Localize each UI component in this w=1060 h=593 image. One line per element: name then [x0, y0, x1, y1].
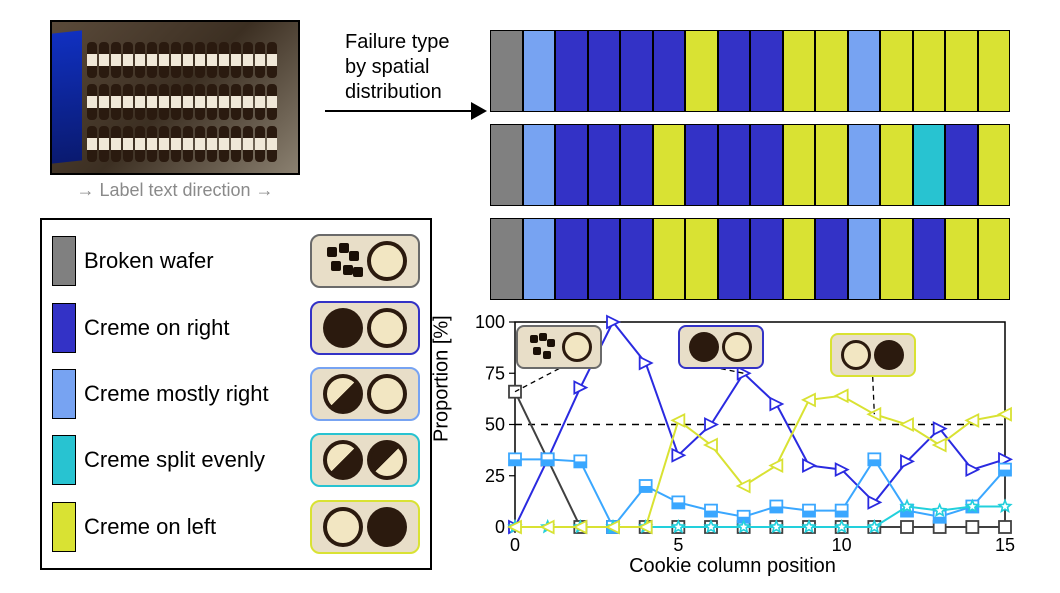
- legend-label: Creme on left: [84, 514, 302, 540]
- heatmap-cell: [685, 124, 718, 206]
- heatmap-cell: [848, 218, 881, 300]
- legend-label: Creme split evenly: [84, 447, 302, 473]
- svg-text:5: 5: [673, 535, 683, 555]
- heatmap-cell: [523, 124, 556, 206]
- legend-swatch: [52, 236, 76, 286]
- heatmap-row: [490, 124, 1010, 206]
- legend-item: Creme on right: [52, 301, 420, 355]
- arrow-label-line2: by spatial: [345, 55, 450, 80]
- svg-text:10: 10: [832, 535, 852, 555]
- svg-text:25: 25: [485, 466, 505, 486]
- heatmap-cell: [750, 124, 783, 206]
- heatmap-cell: [718, 30, 751, 112]
- svg-text:0: 0: [510, 535, 520, 555]
- heatmap-cell: [718, 218, 751, 300]
- arrow-icon: [325, 110, 485, 112]
- heatmap-cell: [913, 124, 946, 206]
- chart-inset-thumb: [830, 333, 916, 377]
- heatmap-cell: [978, 30, 1011, 112]
- legend-thumb: [310, 234, 420, 288]
- heatmap-cell: [555, 218, 588, 300]
- heatmap-cell: [945, 124, 978, 206]
- heatmap-cell: [815, 30, 848, 112]
- legend-item: Broken wafer: [52, 234, 420, 288]
- heatmap-cell: [490, 218, 523, 300]
- heatmap-cell: [978, 124, 1011, 206]
- heatmap-cell: [783, 218, 816, 300]
- legend-swatch: [52, 502, 76, 552]
- svg-text:100: 100: [475, 312, 505, 332]
- heatmap-cell: [523, 218, 556, 300]
- heatmap-cell: [588, 30, 621, 112]
- y-axis-label: Proportion [%]: [431, 315, 454, 442]
- heatmap-row: [490, 30, 1010, 112]
- heatmap-cell: [880, 124, 913, 206]
- legend-label: Creme on right: [84, 315, 302, 341]
- heatmap-cell: [913, 218, 946, 300]
- heatmap-cell: [685, 30, 718, 112]
- chart-inset-thumb: [516, 325, 602, 369]
- legend-swatch: [52, 369, 76, 419]
- legend-swatch: [52, 435, 76, 485]
- heatmap-cell: [880, 30, 913, 112]
- heatmap-cell: [978, 218, 1011, 300]
- heatmap-cell: [490, 30, 523, 112]
- proportion-line-chart: Proportion [%] 0255075100051015 Cookie c…: [450, 312, 1015, 572]
- heatmap-cell: [555, 124, 588, 206]
- heatmap-cell: [783, 124, 816, 206]
- legend-item: Creme mostly right: [52, 367, 420, 421]
- legend-label: Creme mostly right: [84, 381, 302, 407]
- heatmap-cell: [945, 30, 978, 112]
- heatmap-cell: [620, 30, 653, 112]
- svg-text:15: 15: [995, 535, 1015, 555]
- legend-swatch: [52, 303, 76, 353]
- heatmap-cell: [620, 124, 653, 206]
- heatmap-cell: [620, 218, 653, 300]
- heatmap-cell: [588, 218, 621, 300]
- svg-text:50: 50: [485, 415, 505, 435]
- heatmap-cell: [783, 30, 816, 112]
- label-direction-caption: → Label text direction →: [50, 180, 300, 201]
- legend-thumb: [310, 500, 420, 554]
- chart-inset-thumb: [678, 325, 764, 369]
- heatmap-row: [490, 218, 1010, 300]
- heatmap-cell: [815, 218, 848, 300]
- arrow-label: Failure type by spatial distribution: [345, 30, 450, 105]
- legend-thumb: [310, 367, 420, 421]
- heatmap-cell: [588, 124, 621, 206]
- heatmap-cell: [653, 30, 686, 112]
- heatmap-cell: [848, 30, 881, 112]
- heatmap-cell: [913, 30, 946, 112]
- legend-item: Creme split evenly: [52, 433, 420, 487]
- heatmap-cell: [815, 124, 848, 206]
- heatmap-cell: [750, 30, 783, 112]
- heatmap-cell: [523, 30, 556, 112]
- heatmap-cell: [848, 124, 881, 206]
- svg-text:0: 0: [495, 517, 505, 537]
- legend-thumb: [310, 433, 420, 487]
- failure-heatmap: [490, 30, 1010, 300]
- svg-text:75: 75: [485, 363, 505, 383]
- legend-item: Creme on left: [52, 500, 420, 554]
- arrow-label-line1: Failure type: [345, 30, 450, 55]
- heatmap-cell: [653, 218, 686, 300]
- legend-thumb: [310, 301, 420, 355]
- heatmap-cell: [653, 124, 686, 206]
- x-axis-label: Cookie column position: [629, 555, 836, 578]
- heatmap-cell: [945, 218, 978, 300]
- legend-box: Broken wafer Creme on right Creme mostly r…: [40, 218, 432, 570]
- arrow-label-line3: distribution: [345, 80, 450, 105]
- heatmap-cell: [685, 218, 718, 300]
- heatmap-cell: [718, 124, 751, 206]
- heatmap-cell: [750, 218, 783, 300]
- heatmap-cell: [880, 218, 913, 300]
- legend-label: Broken wafer: [84, 248, 302, 274]
- heatmap-cell: [555, 30, 588, 112]
- package-photo: [50, 20, 300, 175]
- heatmap-cell: [490, 124, 523, 206]
